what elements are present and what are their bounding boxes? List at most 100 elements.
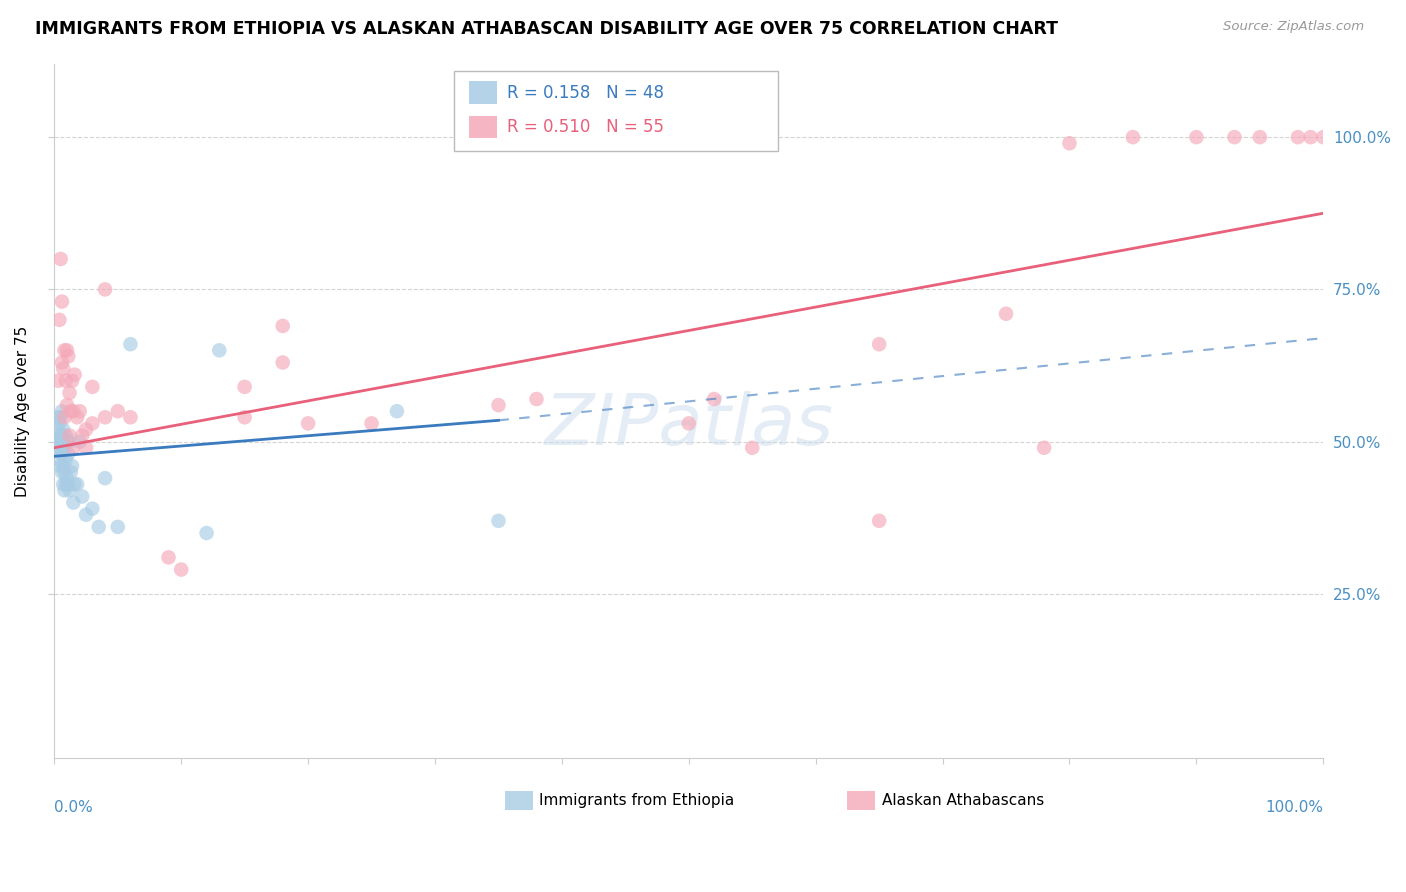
Text: ZIPatlas: ZIPatlas [544, 391, 834, 459]
Point [48, 313, 70, 327]
Point [1185, 130, 1208, 145]
Point [66, 410, 89, 425]
Point [1286, 130, 1309, 145]
Point [56, 398, 79, 412]
Point [52, 361, 75, 376]
Point [107, 520, 129, 534]
Point [48, 453, 70, 467]
Point [488, 514, 510, 528]
Point [82, 417, 104, 431]
Point [1122, 130, 1144, 145]
Point [51, 447, 73, 461]
FancyBboxPatch shape [848, 791, 876, 811]
Point [46, 374, 69, 388]
Point [59, 465, 82, 479]
FancyBboxPatch shape [470, 116, 498, 138]
Text: Immigrants from Ethiopia: Immigrants from Ethiopia [538, 793, 734, 808]
Point [741, 441, 763, 455]
Point [58, 434, 80, 449]
Point [703, 392, 725, 406]
Point [94, 410, 117, 425]
Point [48, 417, 70, 431]
Point [55, 428, 77, 442]
Point [58, 350, 80, 364]
Point [58, 477, 80, 491]
Point [51, 428, 73, 442]
Point [53, 483, 76, 498]
Point [58, 483, 80, 498]
Point [48, 434, 70, 449]
Point [69, 404, 91, 418]
Point [69, 434, 91, 449]
Point [94, 471, 117, 485]
Point [60, 374, 83, 388]
Point [58, 447, 80, 461]
FancyBboxPatch shape [454, 71, 778, 151]
Point [82, 501, 104, 516]
Point [82, 380, 104, 394]
Point [52, 458, 75, 473]
Point [63, 368, 86, 382]
Text: IMMIGRANTS FROM ETHIOPIA VS ALASKAN ATHABASCAN DISABILITY AGE OVER 75 CORRELATIO: IMMIGRANTS FROM ETHIOPIA VS ALASKAN ATHA… [35, 20, 1059, 37]
Text: 100.0%: 100.0% [1265, 800, 1323, 815]
Point [53, 441, 76, 455]
Point [53, 410, 76, 425]
Point [1033, 441, 1056, 455]
Text: Source: ZipAtlas.com: Source: ZipAtlas.com [1223, 20, 1364, 33]
Point [46, 422, 69, 436]
Point [297, 417, 319, 431]
Point [70, 490, 93, 504]
Point [46, 434, 69, 449]
Text: Alaskan Athabascans: Alaskan Athabascans [882, 793, 1043, 808]
Point [107, 404, 129, 418]
Point [271, 318, 294, 333]
Point [385, 404, 408, 418]
Point [62, 404, 84, 418]
Point [52, 422, 75, 436]
Point [58, 386, 80, 401]
Point [60, 458, 83, 473]
Point [120, 337, 142, 351]
Point [62, 495, 84, 509]
Point [488, 398, 510, 412]
Point [51, 465, 73, 479]
Point [1223, 130, 1246, 145]
Point [63, 477, 86, 491]
Point [995, 307, 1018, 321]
Point [94, 282, 117, 296]
Point [55, 453, 77, 467]
Point [49, 410, 72, 425]
Point [868, 337, 890, 351]
Point [360, 417, 382, 431]
Point [70, 428, 93, 442]
Point [87, 520, 110, 534]
Point [51, 404, 73, 418]
Point [52, 441, 75, 455]
Point [51, 294, 73, 309]
Point [233, 410, 256, 425]
Point [46, 410, 69, 425]
Point [170, 563, 193, 577]
Point [49, 441, 72, 455]
Point [1059, 136, 1081, 151]
Point [233, 380, 256, 394]
Point [53, 343, 76, 358]
Point [52, 477, 75, 491]
Point [1249, 130, 1271, 145]
Point [45, 441, 67, 455]
Point [208, 343, 231, 358]
Point [49, 252, 72, 266]
Point [56, 343, 79, 358]
Point [157, 550, 180, 565]
Point [271, 355, 294, 369]
Point [53, 465, 76, 479]
Point [49, 428, 72, 442]
Point [66, 477, 89, 491]
Point [526, 392, 548, 406]
Point [75, 441, 97, 455]
FancyBboxPatch shape [470, 81, 498, 103]
Point [58, 428, 80, 442]
Point [51, 355, 73, 369]
Point [75, 508, 97, 522]
Point [56, 471, 79, 485]
